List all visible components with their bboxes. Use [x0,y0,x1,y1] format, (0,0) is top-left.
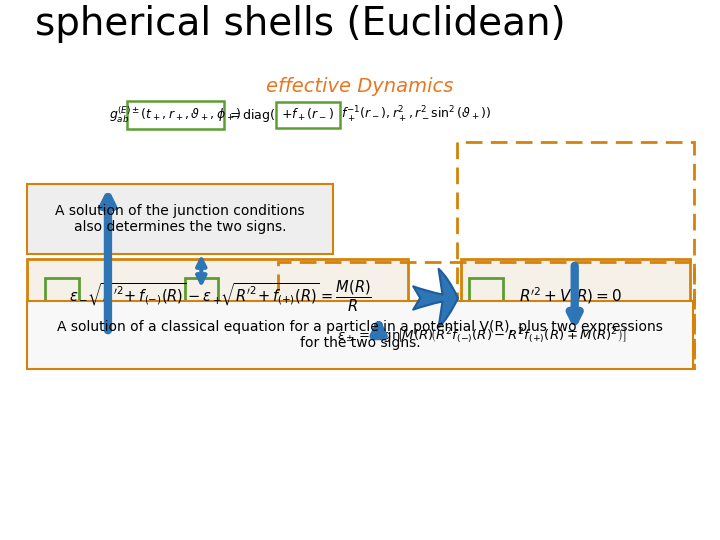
FancyBboxPatch shape [27,259,408,337]
FancyBboxPatch shape [285,312,678,363]
FancyBboxPatch shape [127,101,224,129]
FancyBboxPatch shape [469,278,503,324]
Text: $\varepsilon_-\!\sqrt{R^{\prime 2}\!+f_{(-)}(R)}-\varepsilon_+\!\sqrt{R^{\prime : $\varepsilon_-\!\sqrt{R^{\prime 2}\!+f_{… [68,278,372,314]
Text: $R^{\prime 2} + V(R) = 0$: $R^{\prime 2} + V(R) = 0$ [518,286,621,306]
FancyBboxPatch shape [461,259,690,337]
FancyBboxPatch shape [276,102,341,128]
FancyBboxPatch shape [27,301,693,369]
Text: $f_+^{-1}(r_-),r_+^2,r_-^2\sin^2(\vartheta_+))$: $f_+^{-1}(r_-),r_+^2,r_-^2\sin^2(\varthe… [341,105,492,125]
Text: spherical shells (Euclidean): spherical shells (Euclidean) [35,5,566,43]
FancyBboxPatch shape [184,278,218,324]
Text: $= \mathrm{diag}($: $= \mathrm{diag}($ [228,106,276,124]
Text: effective Dynamics: effective Dynamics [266,77,454,96]
FancyBboxPatch shape [27,184,333,254]
Text: $+f_+(r_-)$: $+f_+(r_-)$ [282,107,334,123]
Text: $g_{ab}^{(E)\pm}(t_+,r_+,\vartheta_+,\phi_+)$: $g_{ab}^{(E)\pm}(t_+,r_+,\vartheta_+,\ph… [109,105,241,125]
Text: A solution of a classical equation for a particle in a potential V(R), plus two : A solution of a classical equation for a… [57,320,663,350]
Text: A solution of the junction conditions
also determines the two signs.: A solution of the junction conditions al… [55,204,305,234]
Text: $\varepsilon_\pm = \mathrm{sign}\!\left[M(R)\!\left(R^2 f_{(-)}(R) - R^2 f_{(+)}: $\varepsilon_\pm = \mathrm{sign}\!\left[… [337,326,626,346]
FancyBboxPatch shape [45,278,79,324]
